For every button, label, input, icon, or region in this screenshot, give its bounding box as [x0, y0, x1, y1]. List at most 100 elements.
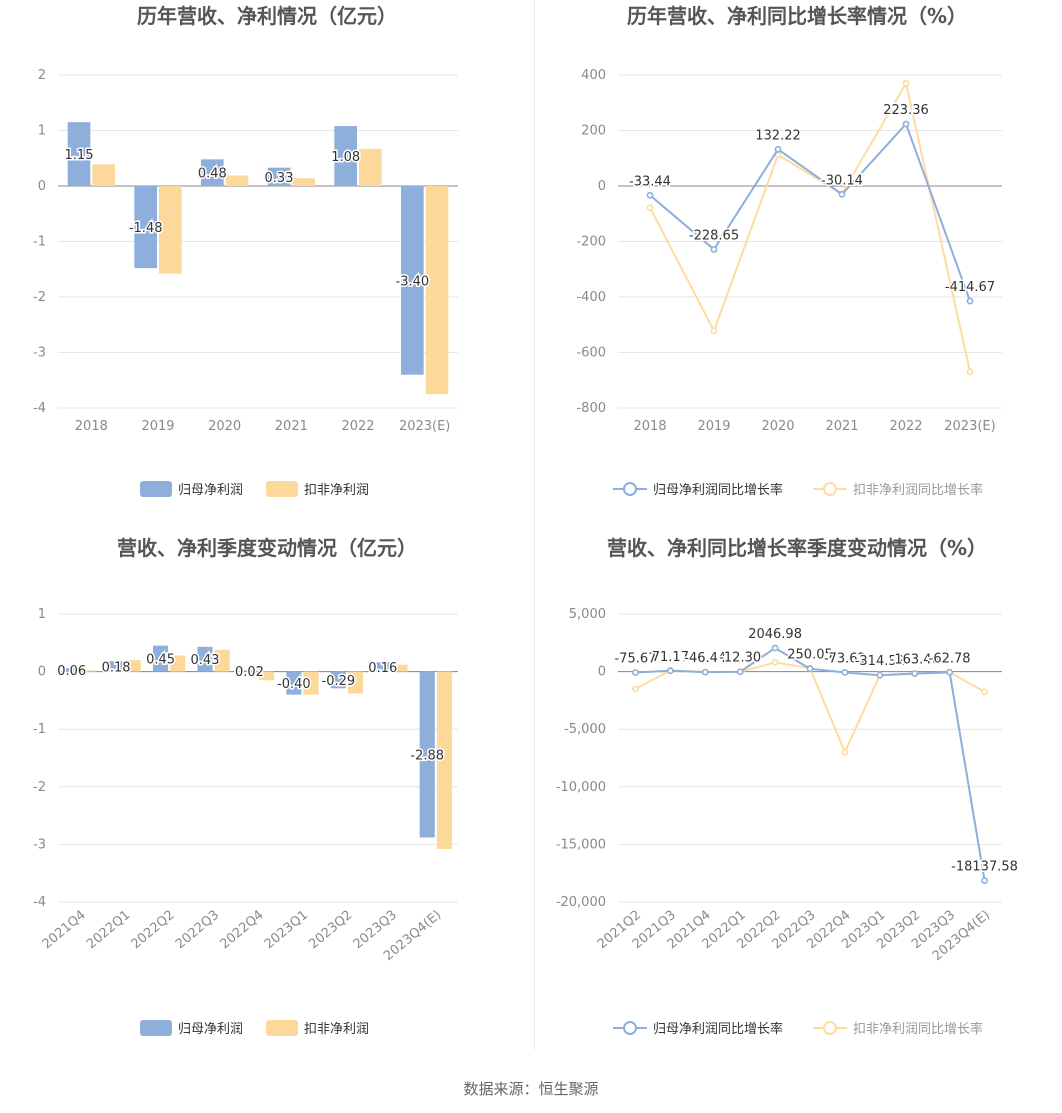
x-tick-label: 2022Q1 [84, 908, 133, 953]
y-tick-label: 0 [598, 179, 606, 194]
chart-quarterly-growth-svg: 营收、净利同比增长率季度变动情况（%） 5,000 0 -5,000 -10,000 -1… [556, 536, 1020, 1037]
x-tick-label: 2023Q1 [262, 908, 311, 953]
legend-swatch-series1 [266, 1020, 298, 1036]
y-tick-label: 1 [38, 607, 46, 622]
panel-divider [534, 0, 535, 1050]
bar-series0 [134, 186, 157, 269]
data-label: -1.48 [129, 221, 163, 236]
series0-point [666, 667, 674, 675]
data-label: 0.16 [368, 661, 397, 676]
y-tick-label: -400 [576, 290, 606, 305]
legend-swatch-series0 [140, 481, 172, 497]
y-tick-label: -1 [33, 235, 46, 250]
data-label: 132.22 [755, 128, 801, 143]
series0-point [701, 668, 709, 676]
data-label: -12.30 [719, 651, 761, 666]
y-tick-label: 200 [581, 124, 606, 139]
data-label: 0.18 [102, 660, 131, 675]
bar-series1 [359, 148, 382, 186]
bar-series1 [303, 671, 319, 695]
chart-title: 营收、净利同比增长率季度变动情况（%） [607, 536, 987, 560]
bar-series0 [419, 671, 435, 838]
legend-label: 归母净利润同比增长率 [653, 1021, 783, 1037]
y-tick-label: 1 [38, 124, 46, 139]
data-label: -2.88 [410, 749, 444, 764]
chart-annual-profit: 历年营收、净利情况（亿元） 2 1 0 -1 -2 -3 -4 2018 2019 2020 2021… [0, 0, 534, 513]
chart-annual-growth: 历年营收、净利同比增长率情况（%） 400 200 0 -200 -400 -600 -800… [535, 0, 1062, 513]
data-label: 0.43 [191, 653, 220, 668]
series0-point [981, 877, 988, 884]
x-tick-label: 2019 [697, 419, 730, 434]
data-label: -228.65 [689, 228, 739, 243]
y-tick-label: -3 [33, 346, 46, 361]
series1-point [632, 685, 639, 693]
data-label: -46.44 [684, 651, 726, 666]
x-tick-label: 2020 [761, 419, 794, 434]
y-tick-label: 0 [38, 665, 46, 680]
y-tick-label: -800 [576, 401, 606, 416]
series0-point [646, 191, 654, 199]
chart-quarterly-growth: 营收、净利同比增长率季度变动情况（%） 5,000 0 -5,000 -10,000 -1… [535, 530, 1062, 1050]
series1-point [902, 79, 910, 87]
y-tick-label: -4 [33, 895, 46, 910]
y-tick-label: -4 [33, 401, 46, 416]
y-tick-label: -2 [33, 290, 46, 305]
chart-title: 历年营收、净利同比增长率情况（%） [627, 4, 967, 28]
bar-series0 [267, 167, 291, 186]
bar-series0 [153, 645, 169, 672]
x-tick-label: 2022 [341, 419, 374, 434]
bar-series1 [292, 178, 315, 186]
x-tick-label: 2022Q2 [129, 908, 178, 953]
data-label: 223.36 [883, 103, 929, 118]
y-tick-label: -3 [33, 837, 46, 852]
x-tick-label: 2021Q4 [40, 908, 89, 953]
bar-series1 [81, 670, 97, 672]
bar-series1 [259, 671, 275, 681]
series1-line [634, 661, 986, 755]
bar-series0 [241, 670, 257, 672]
x-tick-label: 2022Q3 [173, 908, 222, 953]
data-label: 0.45 [146, 653, 175, 668]
data-source-footer: 数据来源：恒生聚源 [463, 1080, 599, 1098]
data-label: 0.33 [265, 171, 294, 186]
series1-point [981, 688, 988, 696]
series1-point [841, 748, 849, 756]
series0-point [771, 644, 779, 652]
x-tick-label: 2019 [141, 419, 174, 434]
y-tick-label: -15,000 [556, 837, 606, 852]
data-label: -30.14 [821, 173, 863, 188]
y-tick-label: 2 [38, 68, 46, 83]
series0-point [838, 190, 846, 198]
y-tick-label: -5,000 [564, 722, 606, 737]
series0-point [841, 669, 849, 676]
legend-marker-series0 [623, 482, 637, 496]
data-label: -0.40 [277, 677, 311, 692]
bar-series0 [197, 646, 213, 672]
x-tick-label: 2018 [633, 419, 666, 434]
bar-series0 [108, 661, 124, 672]
data-label: 2046.98 [748, 627, 802, 642]
chart-quarterly-profit: 营收、净利季度变动情况（亿元） 1 0 -1 -2 -3 -4 2021Q4 2022Q1 202… [0, 530, 534, 1050]
series0-point [966, 297, 974, 305]
series0-point [710, 246, 718, 253]
y-tick-label: -10,000 [556, 780, 606, 795]
chart-title: 营收、净利季度变动情况（亿元） [117, 536, 417, 560]
data-label: -3.40 [396, 274, 430, 289]
bar-series0 [67, 122, 91, 186]
data-label: 250.05 [787, 648, 833, 663]
data-label: 0.48 [198, 167, 227, 182]
x-tick-label: 2020 [208, 419, 241, 434]
chart-quarterly-profit-svg: 营收、净利季度变动情况（亿元）10-1-2-3-42021Q42022Q1202… [33, 536, 458, 1037]
bar-series0 [64, 668, 80, 672]
x-tick-label: 2022Q4 [217, 908, 266, 953]
series1-point [710, 327, 718, 335]
y-tick-label: 5,000 [569, 607, 606, 622]
bar-series1 [425, 186, 449, 395]
bar-series0 [375, 662, 391, 672]
series0-point [736, 668, 744, 676]
bar-series1 [347, 671, 363, 694]
bar-series0 [330, 671, 346, 689]
series0-point [876, 671, 884, 679]
series0-point [946, 668, 954, 676]
bar-series1 [170, 655, 186, 672]
